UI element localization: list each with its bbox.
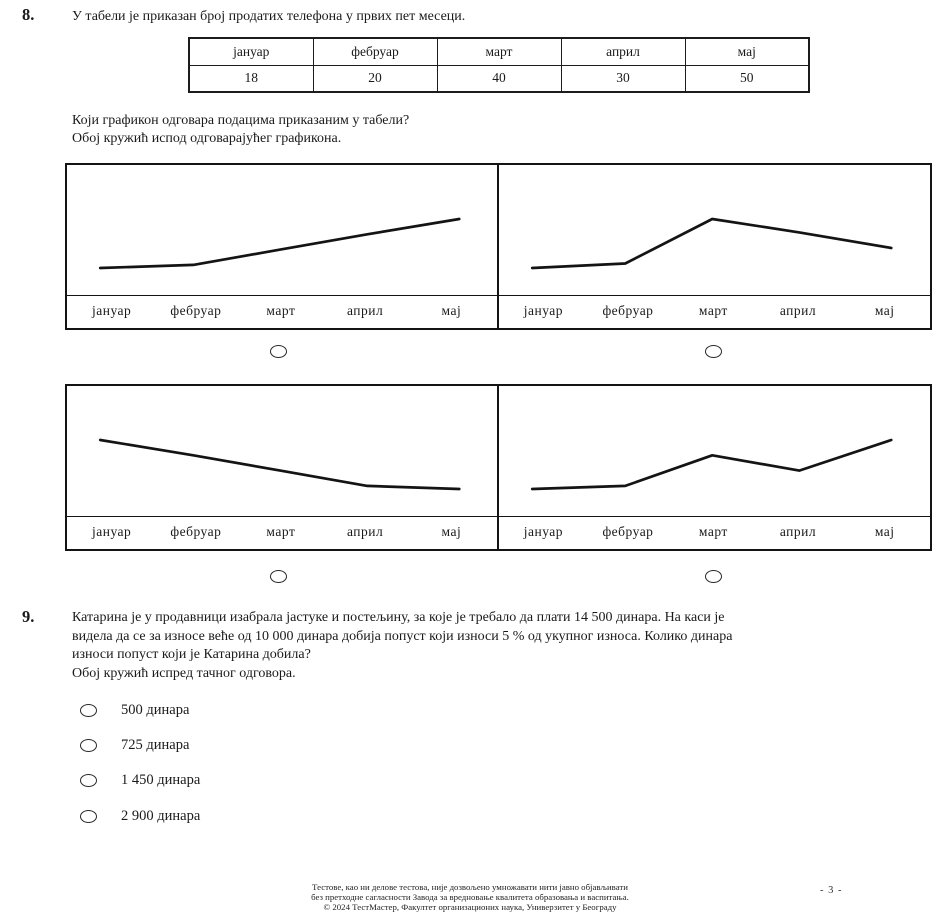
question-8-intro: У табели је приказан број продатих телеф…: [72, 9, 466, 24]
table-header-cell: март: [436, 37, 562, 66]
answer-label-4: 2 900 динара: [121, 808, 201, 824]
question-9-line: износи попуст који је Катарина добила?: [72, 647, 311, 662]
month-axis-d: јануар фебруар март април мај: [498, 516, 930, 549]
answer-radio-4[interactable]: [80, 810, 97, 823]
answer-label-2: 725 динара: [121, 737, 190, 753]
footer-line: без претходне сагласности Завода за вред…: [311, 892, 629, 902]
month-label: мај: [441, 524, 462, 539]
chart-d-radio[interactable]: [705, 570, 722, 583]
phone-sales-table: јануар фебруар март април мај 18 20 40 3…: [188, 37, 810, 93]
month-label: фебруар: [170, 524, 222, 539]
copyright-footer: Тестове, као ни делове тестова, није доз…: [0, 882, 940, 912]
table-header-cell: фебруар: [312, 37, 438, 66]
chart-option-b: јануар фебруар март април мај: [498, 163, 932, 330]
month-label: мај: [441, 303, 462, 318]
chart-options-row-1: јануар фебруар март април мај јануар фебруар м…: [65, 163, 932, 330]
month-axis-b: јануар фебруар март април мај: [498, 295, 930, 328]
chart-a-radio[interactable]: [270, 345, 287, 358]
question-8-number: 8.: [22, 5, 35, 24]
month-axis-c: јануар фебруар март април мај: [67, 516, 497, 549]
month-axis-a: јануар фебруар март април мај: [67, 295, 497, 328]
question-9-number: 9.: [22, 607, 35, 626]
month-label: март: [698, 303, 728, 318]
month-label: април: [779, 303, 817, 318]
month-label: април: [779, 524, 817, 539]
question-9-line: видела да се за износе веће од 10 000 ди…: [72, 628, 733, 644]
page-number: - 3 -: [820, 885, 843, 896]
answer-option-1: 500 динара: [80, 702, 189, 719]
month-label: април: [346, 524, 384, 539]
month-label: март: [698, 524, 728, 539]
answer-option-4: 2 900 динара: [80, 808, 200, 825]
answer-label-3: 1 450 динара: [121, 772, 201, 788]
table-value-cell: 40: [436, 64, 562, 93]
chart-c-radio[interactable]: [270, 570, 287, 583]
chart-option-a: јануар фебруар март април мај: [65, 163, 499, 330]
chart-option-d: јануар фебруар март април мај: [498, 384, 932, 551]
month-label: април: [346, 303, 384, 318]
table-header-cell: јануар: [188, 37, 314, 66]
month-label: јануар: [523, 524, 564, 539]
footer-line: © 2024 ТестМастер, Факултет организацион…: [323, 902, 617, 912]
answer-label-1: 500 динара: [121, 702, 190, 718]
answer-radio-3[interactable]: [80, 774, 97, 787]
month-label: фебруар: [602, 303, 654, 318]
chart-option-c: јануар фебруар март април мај: [65, 384, 499, 551]
table-value-row: 18 20 40 30 50: [188, 64, 810, 93]
month-label: јануар: [523, 303, 564, 318]
answer-radio-1[interactable]: [80, 704, 97, 717]
month-label: март: [266, 524, 296, 539]
month-label: јануар: [92, 303, 132, 318]
chart-b-radio[interactable]: [705, 345, 722, 358]
month-label: мај: [874, 303, 895, 318]
month-label: јануар: [92, 524, 132, 539]
table-header-cell: мај: [684, 37, 810, 66]
chart-options-row-2: јануар фебруар март април мај јануар фебруар м…: [65, 384, 932, 551]
table-value-cell: 50: [684, 64, 810, 93]
question-9-instruction: Обој кружић испред тачног одговора.: [72, 665, 296, 681]
question-8-instruction: Обој кружић испод одговарајућег графикон…: [72, 131, 342, 146]
month-label: фебруар: [602, 524, 654, 539]
question-9-text: Катарина је у продавници изабрала јастук…: [72, 609, 732, 683]
line-chart-d: [530, 438, 893, 491]
month-label: фебруар: [170, 303, 222, 318]
table-value-cell: 20: [312, 64, 438, 93]
answer-option-2: 725 динара: [80, 737, 189, 754]
answer-option-3: 1 450 динара: [80, 772, 200, 789]
table-value-cell: 30: [560, 64, 686, 93]
table-value-cell: 18: [188, 64, 314, 93]
line-chart-c: [98, 438, 461, 491]
footer-line: Тестове, као ни делове тестова, није доз…: [312, 882, 628, 892]
question-9-line: Катарина је у продавници изабрала јастук…: [72, 610, 725, 625]
table-header-row: јануар фебруар март април мај: [188, 37, 810, 66]
month-label: март: [266, 303, 296, 318]
month-label: мај: [874, 524, 895, 539]
line-chart-a: [98, 217, 461, 270]
answer-radio-2[interactable]: [80, 739, 97, 752]
question-8-text: Који графикон одговара подацима приказан…: [72, 113, 410, 128]
table-header-cell: април: [560, 37, 686, 66]
line-chart-b: [530, 217, 893, 270]
